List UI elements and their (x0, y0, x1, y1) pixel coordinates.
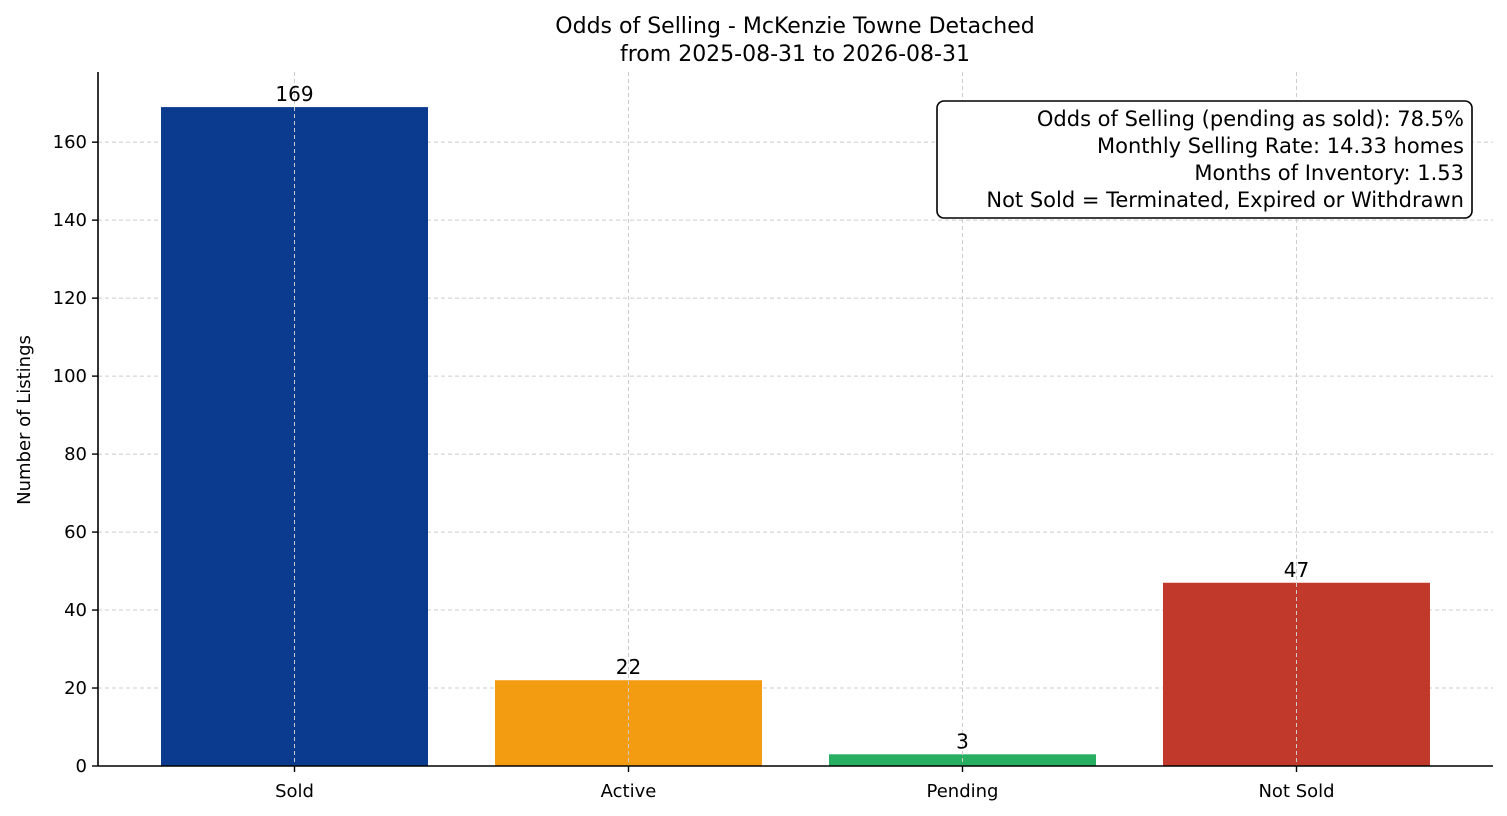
y-tick-label: 160 (53, 132, 87, 153)
bar-value-label: 3 (956, 729, 969, 753)
x-axis-ticks: Sold Active Pending Not Sold (275, 766, 1335, 802)
y-axis-ticks: 0 20 40 60 80 100 120 140 160 (53, 132, 98, 777)
y-tick-label: 20 (64, 678, 87, 699)
y-tick-label: 40 (64, 600, 87, 621)
stats-annotation-box: Odds of Selling (pending as sold): 78.5%… (936, 100, 1473, 219)
bar-value-label: 47 (1284, 558, 1309, 582)
chart-subtitle: from 2025-08-31 to 2026-08-31 (620, 42, 970, 67)
stats-line-not-sold-definition: Not Sold = Terminated, Expired or Withdr… (986, 188, 1464, 212)
x-tick-label: Pending (927, 781, 999, 802)
value-labels: 169 22 3 47 (275, 82, 1309, 753)
chart-title: Odds of Selling - McKenzie Towne Detache… (555, 14, 1034, 39)
bar-value-label: 169 (275, 82, 313, 106)
x-tick-label: Sold (275, 781, 314, 802)
x-tick-label: Active (601, 781, 657, 802)
axes (97, 72, 1493, 767)
x-tick-label: Not Sold (1258, 781, 1334, 802)
stats-line-months-inventory: Months of Inventory: 1.53 (1194, 161, 1464, 185)
stats-line-selling-rate: Monthly Selling Rate: 14.33 homes (1097, 134, 1464, 158)
stats-box-frame (936, 100, 1473, 219)
y-tick-label: 100 (53, 366, 87, 387)
bar-value-label: 22 (616, 655, 641, 679)
y-axis-label: Number of Listings (14, 335, 35, 505)
y-tick-label: 120 (53, 288, 87, 309)
stats-line-odds: Odds of Selling (pending as sold): 78.5% (1037, 107, 1464, 131)
y-tick-label: 140 (53, 210, 87, 231)
y-tick-label: 60 (64, 522, 87, 543)
y-tick-label: 0 (76, 756, 87, 777)
y-tick-label: 80 (64, 444, 87, 465)
